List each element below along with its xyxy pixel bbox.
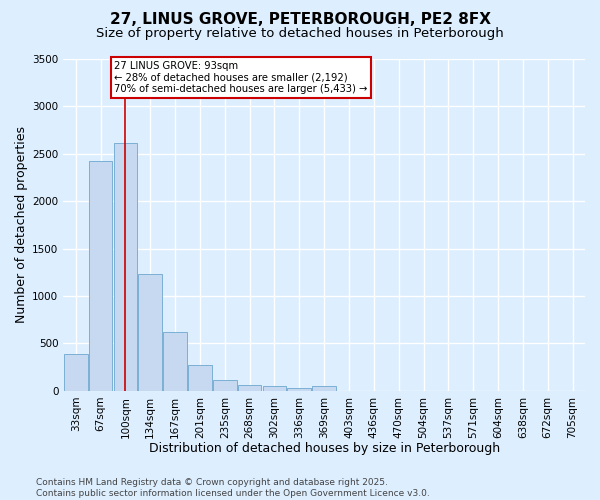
- Bar: [139, 274, 162, 391]
- X-axis label: Distribution of detached houses by size in Peterborough: Distribution of detached houses by size …: [149, 442, 500, 455]
- Bar: [89, 162, 112, 391]
- Text: Contains HM Land Registry data © Crown copyright and database right 2025.
Contai: Contains HM Land Registry data © Crown c…: [36, 478, 430, 498]
- Bar: [287, 388, 311, 391]
- Y-axis label: Number of detached properties: Number of detached properties: [15, 126, 28, 324]
- Bar: [113, 144, 137, 391]
- Bar: [263, 386, 286, 391]
- Bar: [238, 384, 262, 391]
- Bar: [64, 354, 88, 391]
- Bar: [313, 386, 336, 391]
- Bar: [213, 380, 236, 391]
- Text: 27, LINUS GROVE, PETERBOROUGH, PE2 8FX: 27, LINUS GROVE, PETERBOROUGH, PE2 8FX: [110, 12, 491, 28]
- Text: 27 LINUS GROVE: 93sqm
← 28% of detached houses are smaller (2,192)
70% of semi-d: 27 LINUS GROVE: 93sqm ← 28% of detached …: [114, 61, 368, 94]
- Bar: [188, 365, 212, 391]
- Text: Size of property relative to detached houses in Peterborough: Size of property relative to detached ho…: [96, 28, 504, 40]
- Bar: [163, 332, 187, 391]
